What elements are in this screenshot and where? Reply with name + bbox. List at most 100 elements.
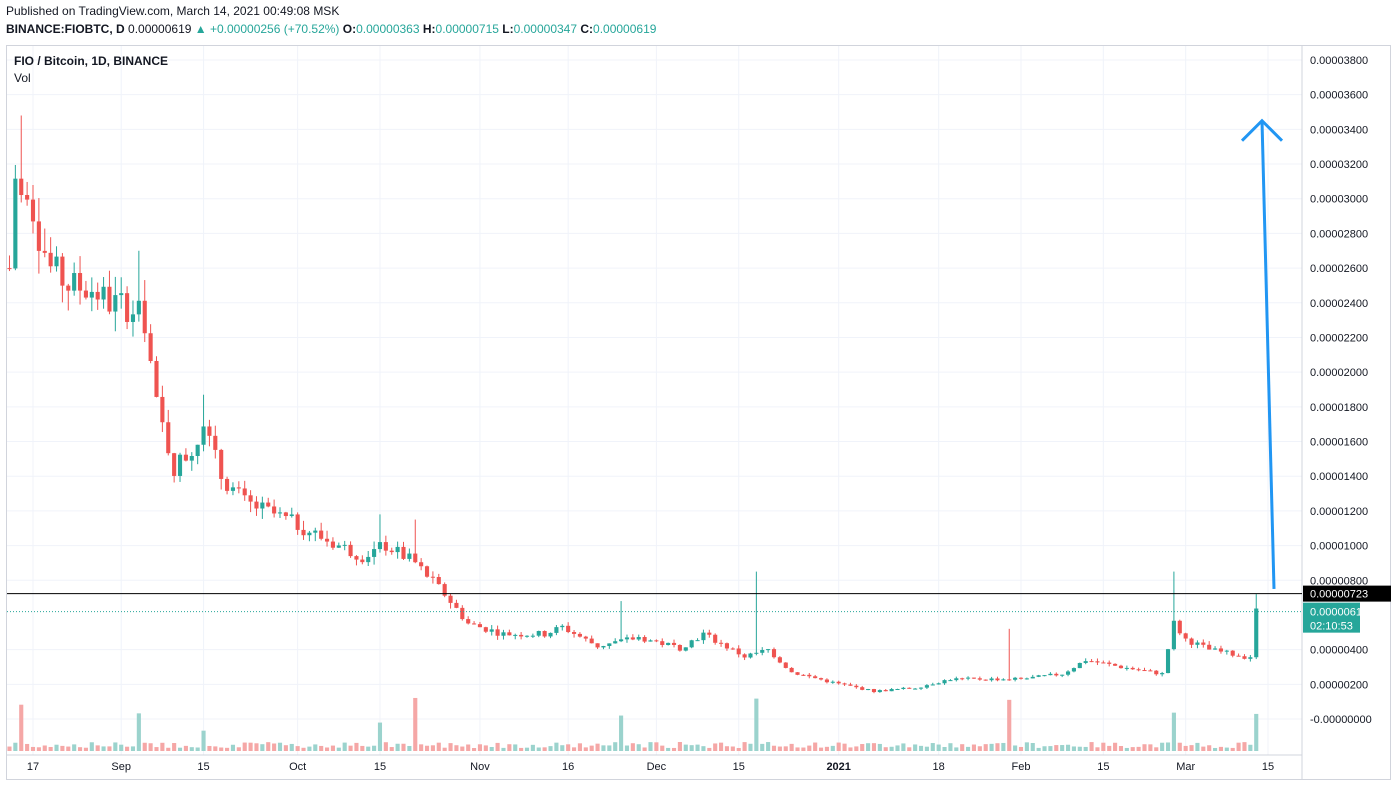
volume-label: Vol: [14, 71, 31, 85]
candle-body: [130, 314, 136, 322]
volume-bar: [13, 742, 18, 751]
x-tick-label: 15: [1262, 761, 1274, 773]
last-price-value: 0.00000619: [128, 22, 192, 36]
volume-bar: [689, 745, 694, 751]
candle-body: [1107, 662, 1112, 664]
volume-bar: [195, 747, 200, 751]
y-tick-label: 0.00000800: [1310, 575, 1368, 587]
candle-body: [54, 256, 59, 267]
volume-bar: [954, 747, 959, 751]
candle-body: [895, 688, 900, 690]
y-tick-label: 0.00000200: [1310, 679, 1368, 691]
volume-bar: [77, 747, 83, 751]
y-tick-label: 0.00002600: [1310, 263, 1368, 275]
candle-body: [989, 678, 994, 681]
y-tick-label: 0.00003000: [1310, 194, 1368, 206]
volume-bar: [795, 747, 800, 751]
candle-body: [277, 512, 283, 514]
volume-bar: [142, 742, 147, 751]
volume-bar: [601, 745, 606, 751]
volume-bar: [324, 747, 330, 751]
volume-bar: [107, 746, 112, 751]
candle-body: [913, 688, 918, 690]
candle-body: [907, 687, 912, 689]
candle-body: [601, 645, 606, 648]
symbol-label: BINANCE:FIOBTC, D: [6, 22, 125, 36]
candle-body: [830, 681, 835, 683]
volume-bar: [654, 742, 659, 751]
volume-bar: [1054, 745, 1059, 751]
candle-body: [566, 625, 571, 633]
volume-bar: [824, 746, 829, 751]
candle-body: [1177, 620, 1182, 634]
candle-body: [1218, 648, 1224, 652]
volume-bar: [160, 742, 165, 751]
candle-body: [836, 681, 841, 684]
candle-body: [1042, 675, 1047, 677]
volume-bar: [289, 743, 294, 751]
volume-bar: [1077, 746, 1082, 751]
volume-bar: [566, 744, 571, 751]
candle-body: [1007, 679, 1012, 681]
volume-bar: [72, 744, 77, 751]
volume-bar: [1083, 746, 1088, 751]
y-tick-label: 0.00000400: [1310, 645, 1368, 657]
volume-bar: [1183, 745, 1188, 751]
arrow-shaft: [1260, 120, 1276, 589]
candle-body: [107, 286, 112, 312]
volume-bar: [577, 743, 582, 751]
volume-bar: [1254, 713, 1259, 751]
candle-body: [1189, 638, 1194, 645]
volume-bar: [983, 744, 988, 751]
volume-bar: [1248, 744, 1253, 751]
volume-bar: [1207, 745, 1212, 751]
candle-body: [930, 684, 935, 686]
volume-bar: [1218, 746, 1224, 751]
candle-body: [1030, 676, 1035, 679]
volume-bar: [266, 742, 271, 751]
candle-body: [513, 634, 518, 636]
candle-body: [72, 273, 77, 291]
x-tick-label: 16: [562, 761, 574, 773]
volume-bar: [248, 742, 253, 751]
volume-bar: [119, 744, 124, 751]
candle-body: [377, 542, 383, 550]
volume-bar: [783, 746, 788, 751]
chart-frame[interactable]: [6, 45, 1391, 780]
candle-body: [1083, 661, 1088, 663]
candle-body: [960, 678, 965, 680]
candle-body: [1171, 620, 1176, 650]
candle-body: [783, 662, 788, 668]
candle-body: [248, 495, 253, 502]
volume-bar: [1071, 746, 1076, 751]
candle-body: [554, 627, 559, 633]
close-value: 0.00000619: [593, 22, 657, 36]
candle-body: [183, 454, 188, 461]
candle-body: [1195, 642, 1200, 645]
volume-bar: [1024, 742, 1029, 751]
candle-body: [936, 683, 941, 685]
volume-bar: [330, 745, 335, 751]
volume-bar: [813, 742, 818, 751]
candle-body: [25, 195, 30, 200]
y-tick-label: 0.00002000: [1310, 367, 1368, 379]
candle-body: [242, 488, 247, 496]
candle-body: [1242, 656, 1247, 659]
volume-bar: [1136, 746, 1141, 751]
volume-bar: [683, 744, 688, 751]
volume-bar: [401, 743, 406, 751]
volume-bar: [272, 743, 277, 751]
volume-bar: [607, 745, 612, 751]
y-tick-label: 0.00001600: [1310, 437, 1368, 449]
volume-bar: [42, 745, 47, 751]
candle-body: [660, 641, 665, 646]
candle-body: [389, 550, 394, 553]
volume-bar: [1224, 747, 1229, 751]
candle-body: [671, 642, 677, 645]
volume-bar: [560, 745, 565, 751]
volume-bar: [648, 742, 653, 751]
candle-body: [383, 542, 388, 551]
x-tick-label: Oct: [289, 761, 306, 773]
volume-bar: [730, 746, 735, 751]
